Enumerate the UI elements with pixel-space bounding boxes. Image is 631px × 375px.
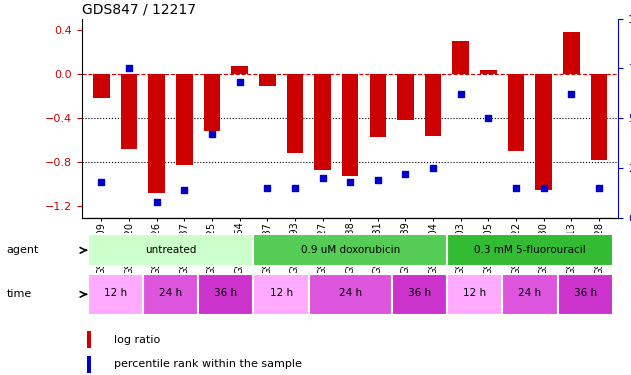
Point bbox=[567, 91, 577, 97]
Bar bbox=[87, 331, 91, 348]
Bar bbox=[176, 74, 192, 165]
Bar bbox=[93, 74, 110, 98]
Bar bbox=[286, 74, 304, 153]
Point bbox=[151, 199, 162, 205]
Text: 0.9 uM doxorubicin: 0.9 uM doxorubicin bbox=[300, 244, 400, 255]
Text: log ratio: log ratio bbox=[114, 335, 160, 345]
Bar bbox=[143, 274, 198, 315]
Point bbox=[317, 175, 327, 181]
Point bbox=[179, 187, 189, 193]
Bar bbox=[425, 74, 442, 136]
Text: GDS847 / 12217: GDS847 / 12217 bbox=[82, 2, 196, 16]
Bar bbox=[508, 74, 524, 151]
Bar bbox=[87, 356, 91, 373]
Bar bbox=[204, 74, 220, 131]
Bar bbox=[259, 74, 276, 86]
Point bbox=[483, 115, 493, 121]
Bar bbox=[480, 69, 497, 74]
Point bbox=[428, 165, 438, 171]
Bar bbox=[314, 74, 331, 170]
Point bbox=[207, 131, 217, 137]
Bar bbox=[254, 274, 309, 315]
Text: 12 h: 12 h bbox=[269, 288, 293, 298]
Bar bbox=[148, 74, 165, 193]
Bar bbox=[198, 274, 254, 315]
Text: 36 h: 36 h bbox=[574, 288, 597, 298]
Text: 36 h: 36 h bbox=[215, 288, 237, 298]
Bar bbox=[447, 274, 502, 315]
Bar bbox=[232, 66, 248, 74]
Point bbox=[456, 91, 466, 97]
Point bbox=[124, 65, 134, 71]
Bar bbox=[536, 74, 552, 190]
Point bbox=[539, 185, 549, 190]
Point bbox=[345, 179, 355, 185]
Point bbox=[373, 177, 383, 183]
Bar bbox=[392, 274, 447, 315]
Text: 24 h: 24 h bbox=[518, 288, 541, 298]
Text: 24 h: 24 h bbox=[339, 288, 362, 298]
Bar bbox=[591, 74, 607, 160]
Point bbox=[290, 185, 300, 190]
Text: 24 h: 24 h bbox=[159, 288, 182, 298]
Text: untreated: untreated bbox=[144, 244, 196, 255]
Bar bbox=[309, 274, 392, 315]
Text: 36 h: 36 h bbox=[408, 288, 431, 298]
Bar bbox=[342, 74, 358, 176]
Bar bbox=[558, 274, 613, 315]
Bar bbox=[447, 234, 613, 266]
Bar bbox=[88, 274, 143, 315]
Text: 12 h: 12 h bbox=[103, 288, 127, 298]
Point bbox=[262, 185, 273, 190]
Point bbox=[97, 179, 107, 185]
Bar bbox=[254, 234, 447, 266]
Bar bbox=[502, 274, 558, 315]
Bar bbox=[88, 234, 254, 266]
Bar bbox=[121, 74, 138, 149]
Text: time: time bbox=[6, 290, 32, 299]
Text: agent: agent bbox=[6, 245, 38, 255]
Point bbox=[511, 185, 521, 190]
Point bbox=[401, 171, 411, 177]
Bar bbox=[563, 32, 580, 74]
Point bbox=[594, 185, 604, 190]
Bar bbox=[397, 74, 414, 120]
Text: 12 h: 12 h bbox=[463, 288, 486, 298]
Bar bbox=[370, 74, 386, 137]
Bar bbox=[452, 41, 469, 74]
Point bbox=[235, 80, 245, 86]
Text: 0.3 mM 5-fluorouracil: 0.3 mM 5-fluorouracil bbox=[474, 244, 586, 255]
Text: percentile rank within the sample: percentile rank within the sample bbox=[114, 359, 302, 369]
